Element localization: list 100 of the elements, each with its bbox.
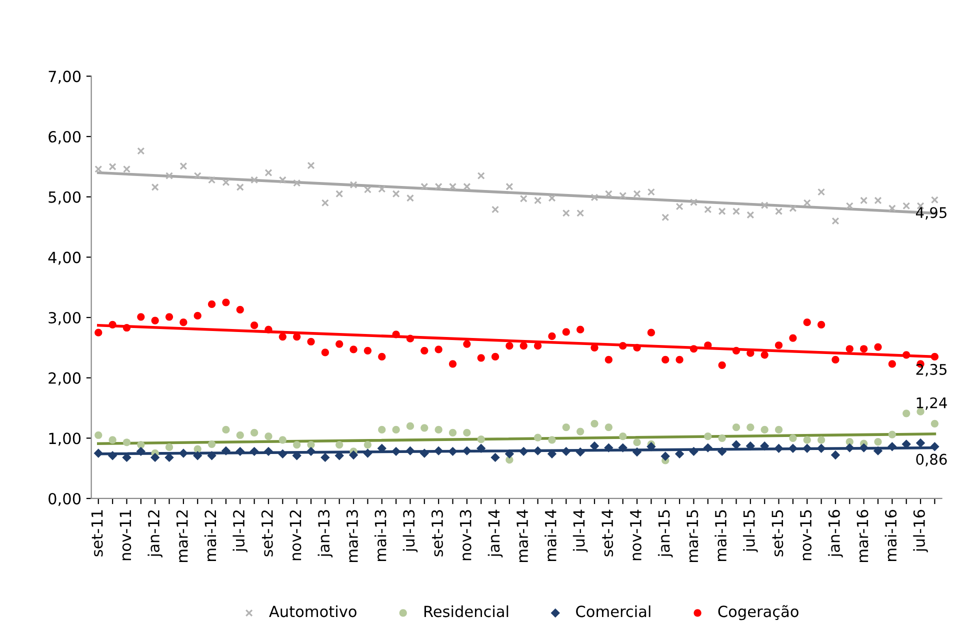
point [845, 443, 854, 452]
x-tick-label: nov-11 [120, 510, 132, 560]
point [391, 446, 401, 456]
point [420, 346, 428, 354]
point [547, 449, 557, 458]
x-tick-label: mai-15 [714, 510, 727, 561]
point [250, 322, 258, 330]
point [534, 196, 542, 204]
point [250, 428, 258, 437]
point [690, 198, 698, 206]
point [576, 447, 585, 457]
point [194, 172, 202, 180]
point [789, 434, 797, 442]
point [348, 450, 358, 460]
x-tick-label: mai-12 [204, 510, 216, 561]
point [463, 340, 471, 348]
point [774, 444, 784, 454]
point [803, 199, 811, 207]
point [930, 352, 938, 361]
point [718, 208, 726, 216]
point [874, 438, 882, 446]
point [236, 306, 244, 314]
point [378, 185, 386, 193]
point [930, 196, 938, 204]
legend-label: Cogeração [718, 605, 798, 620]
point [122, 438, 131, 446]
point [774, 341, 783, 350]
point [803, 436, 811, 444]
point [562, 423, 570, 432]
point [717, 446, 727, 456]
point [151, 316, 159, 324]
point [462, 446, 472, 456]
point [364, 186, 372, 194]
point [760, 426, 768, 434]
x-tick-label: nov-15 [800, 510, 812, 560]
point [137, 147, 145, 155]
point [406, 194, 414, 202]
x-tick-label: mai-16 [884, 510, 897, 561]
point [477, 172, 485, 180]
x-tick-label: nov-14 [630, 510, 642, 560]
point [562, 209, 570, 217]
point [802, 444, 812, 454]
point [221, 446, 231, 456]
point [264, 326, 272, 334]
x-tick-label: jan-16 [828, 510, 843, 558]
point [477, 436, 485, 444]
point [533, 446, 542, 456]
point [406, 446, 415, 456]
point [307, 338, 315, 346]
point [150, 452, 160, 462]
point [874, 196, 882, 204]
point [662, 214, 670, 222]
point [236, 183, 244, 191]
point [732, 346, 740, 354]
point [364, 440, 372, 449]
point [180, 162, 188, 170]
point [194, 312, 202, 320]
x-tick-label: set-12 [261, 510, 273, 556]
point [576, 209, 584, 217]
point [859, 443, 868, 452]
x-tick-label: jul-15 [743, 510, 758, 552]
x-tick-label: jul-12 [232, 510, 248, 552]
point [392, 426, 400, 434]
point [604, 190, 612, 198]
point [491, 352, 500, 361]
y-tick-label: 6,00 [48, 130, 81, 144]
point [180, 318, 188, 326]
x-tick-label: jan-14 [488, 510, 503, 558]
point [292, 451, 302, 460]
point [108, 320, 116, 329]
point [874, 343, 882, 351]
point [222, 178, 230, 186]
point [873, 446, 883, 456]
point [817, 436, 826, 444]
point [307, 440, 315, 449]
y-tick-label: 4,00 [48, 252, 81, 265]
point [320, 452, 330, 462]
point [264, 432, 272, 440]
point [448, 360, 457, 368]
point [774, 208, 783, 216]
x-tick-label: jan-15 [658, 510, 673, 558]
x-tick-label: jul-13 [402, 510, 418, 552]
point [690, 345, 698, 353]
point [506, 182, 514, 190]
point [562, 446, 571, 456]
point [718, 361, 726, 369]
point [930, 442, 940, 452]
point [689, 446, 698, 456]
point [208, 176, 216, 184]
point [662, 356, 670, 364]
point [122, 165, 131, 173]
point [264, 446, 274, 456]
point [506, 342, 514, 350]
point [94, 448, 103, 458]
point [576, 428, 584, 436]
point [548, 194, 556, 202]
x-tick-label: mai-14 [544, 510, 556, 561]
point [830, 450, 840, 460]
point [618, 443, 628, 452]
point [392, 330, 400, 338]
